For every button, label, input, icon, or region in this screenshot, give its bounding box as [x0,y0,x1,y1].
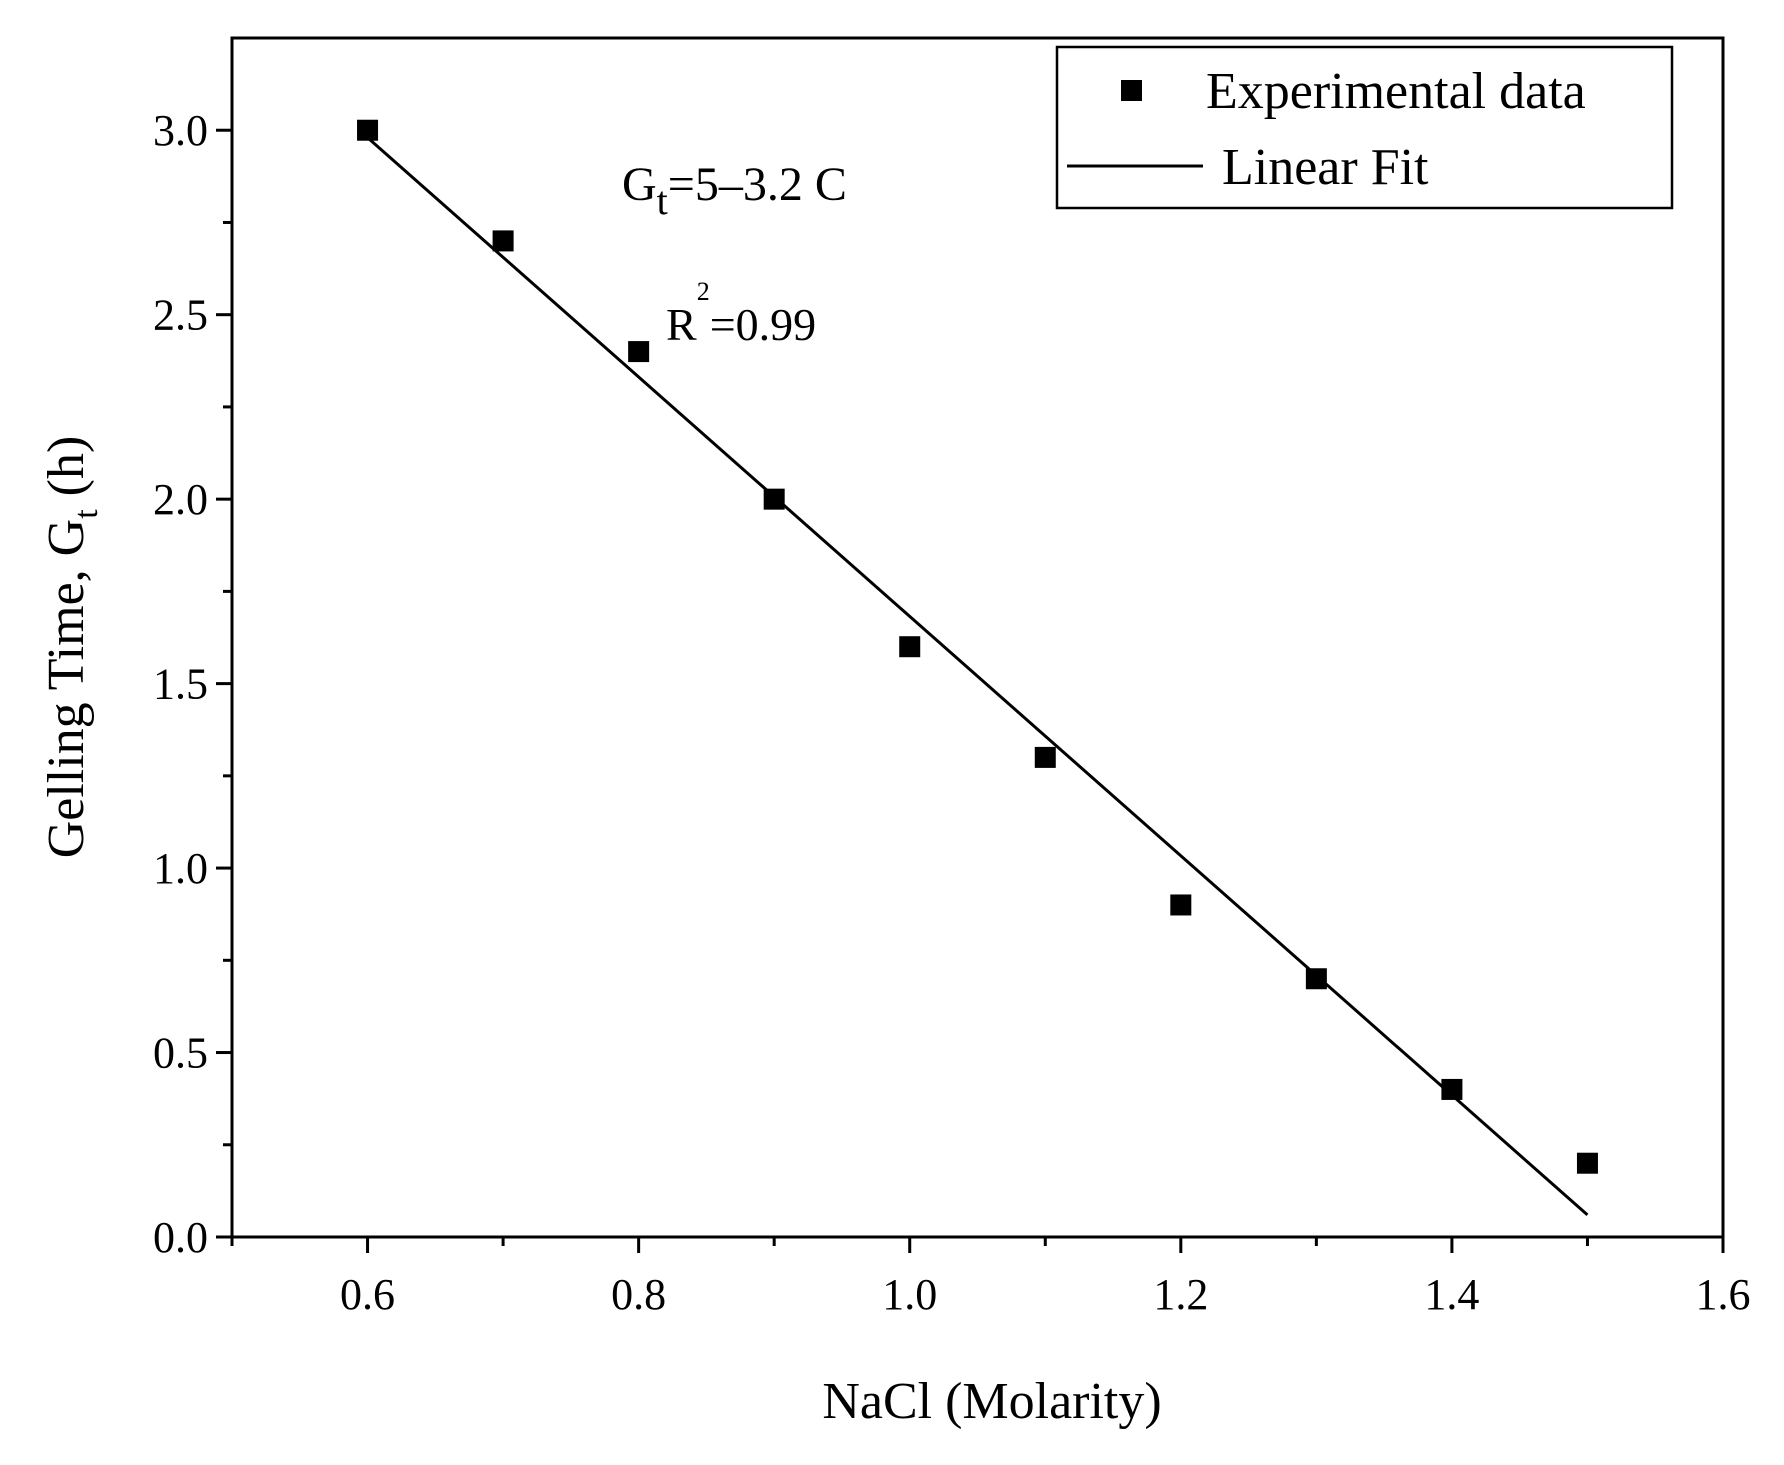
x-tick-label: 1.6 [1696,1270,1751,1319]
plot-area-frame [230,36,1725,1239]
legend-frame [1055,45,1674,210]
x-tick-label: 0.6 [340,1270,395,1319]
x-tick-label: 1.0 [882,1270,937,1319]
linear-fit-line [366,136,1589,1216]
data-point [1576,1152,1598,1174]
y-tick-label: 1.5 [153,660,208,709]
x-tick-label: 0.8 [611,1270,666,1319]
legend-marker-square [1121,80,1142,101]
y-axis-title: Gelling Time, Gt (h) [38,436,105,859]
data-point [763,488,785,510]
y-tick-label: 1.0 [153,844,208,893]
fit-equation-annotation: Gt=5–3.2 C [622,158,847,223]
experimental-data-markers [357,119,1598,1174]
y-tick-label: 2.5 [153,291,208,340]
r-squared-annotation: R2=0.99 [666,277,816,350]
legend-label-linear-fit: Linear Fit [1222,139,1429,196]
data-point [1170,894,1192,916]
y-tick-label: 2.0 [153,475,208,524]
data-point [1441,1078,1463,1100]
data-point [492,230,514,252]
legend-label-experimental: Experimental data [1206,63,1586,120]
y-tick-label: 0.5 [153,1029,208,1078]
data-point [628,341,650,363]
data-point [357,119,379,141]
y-tick-label: 0.0 [153,1213,208,1262]
data-point [1305,968,1327,990]
x-axis: 0.6 0.8 1.0 1.2 1.4 1.6 [230,1237,1751,1319]
y-tick-label: 3.0 [153,106,208,155]
x-tick-label: 1.4 [1424,1270,1479,1319]
data-point [1034,746,1056,768]
data-point [899,636,921,658]
y-axis: 0.0 0.5 1.0 1.5 2.0 2.5 3.0 [153,106,232,1262]
x-tick-label: 1.2 [1153,1270,1208,1319]
x-axis-title: NaCl (Molarity) [822,1373,1161,1430]
legend: Experimental data Linear Fit [1055,45,1674,210]
